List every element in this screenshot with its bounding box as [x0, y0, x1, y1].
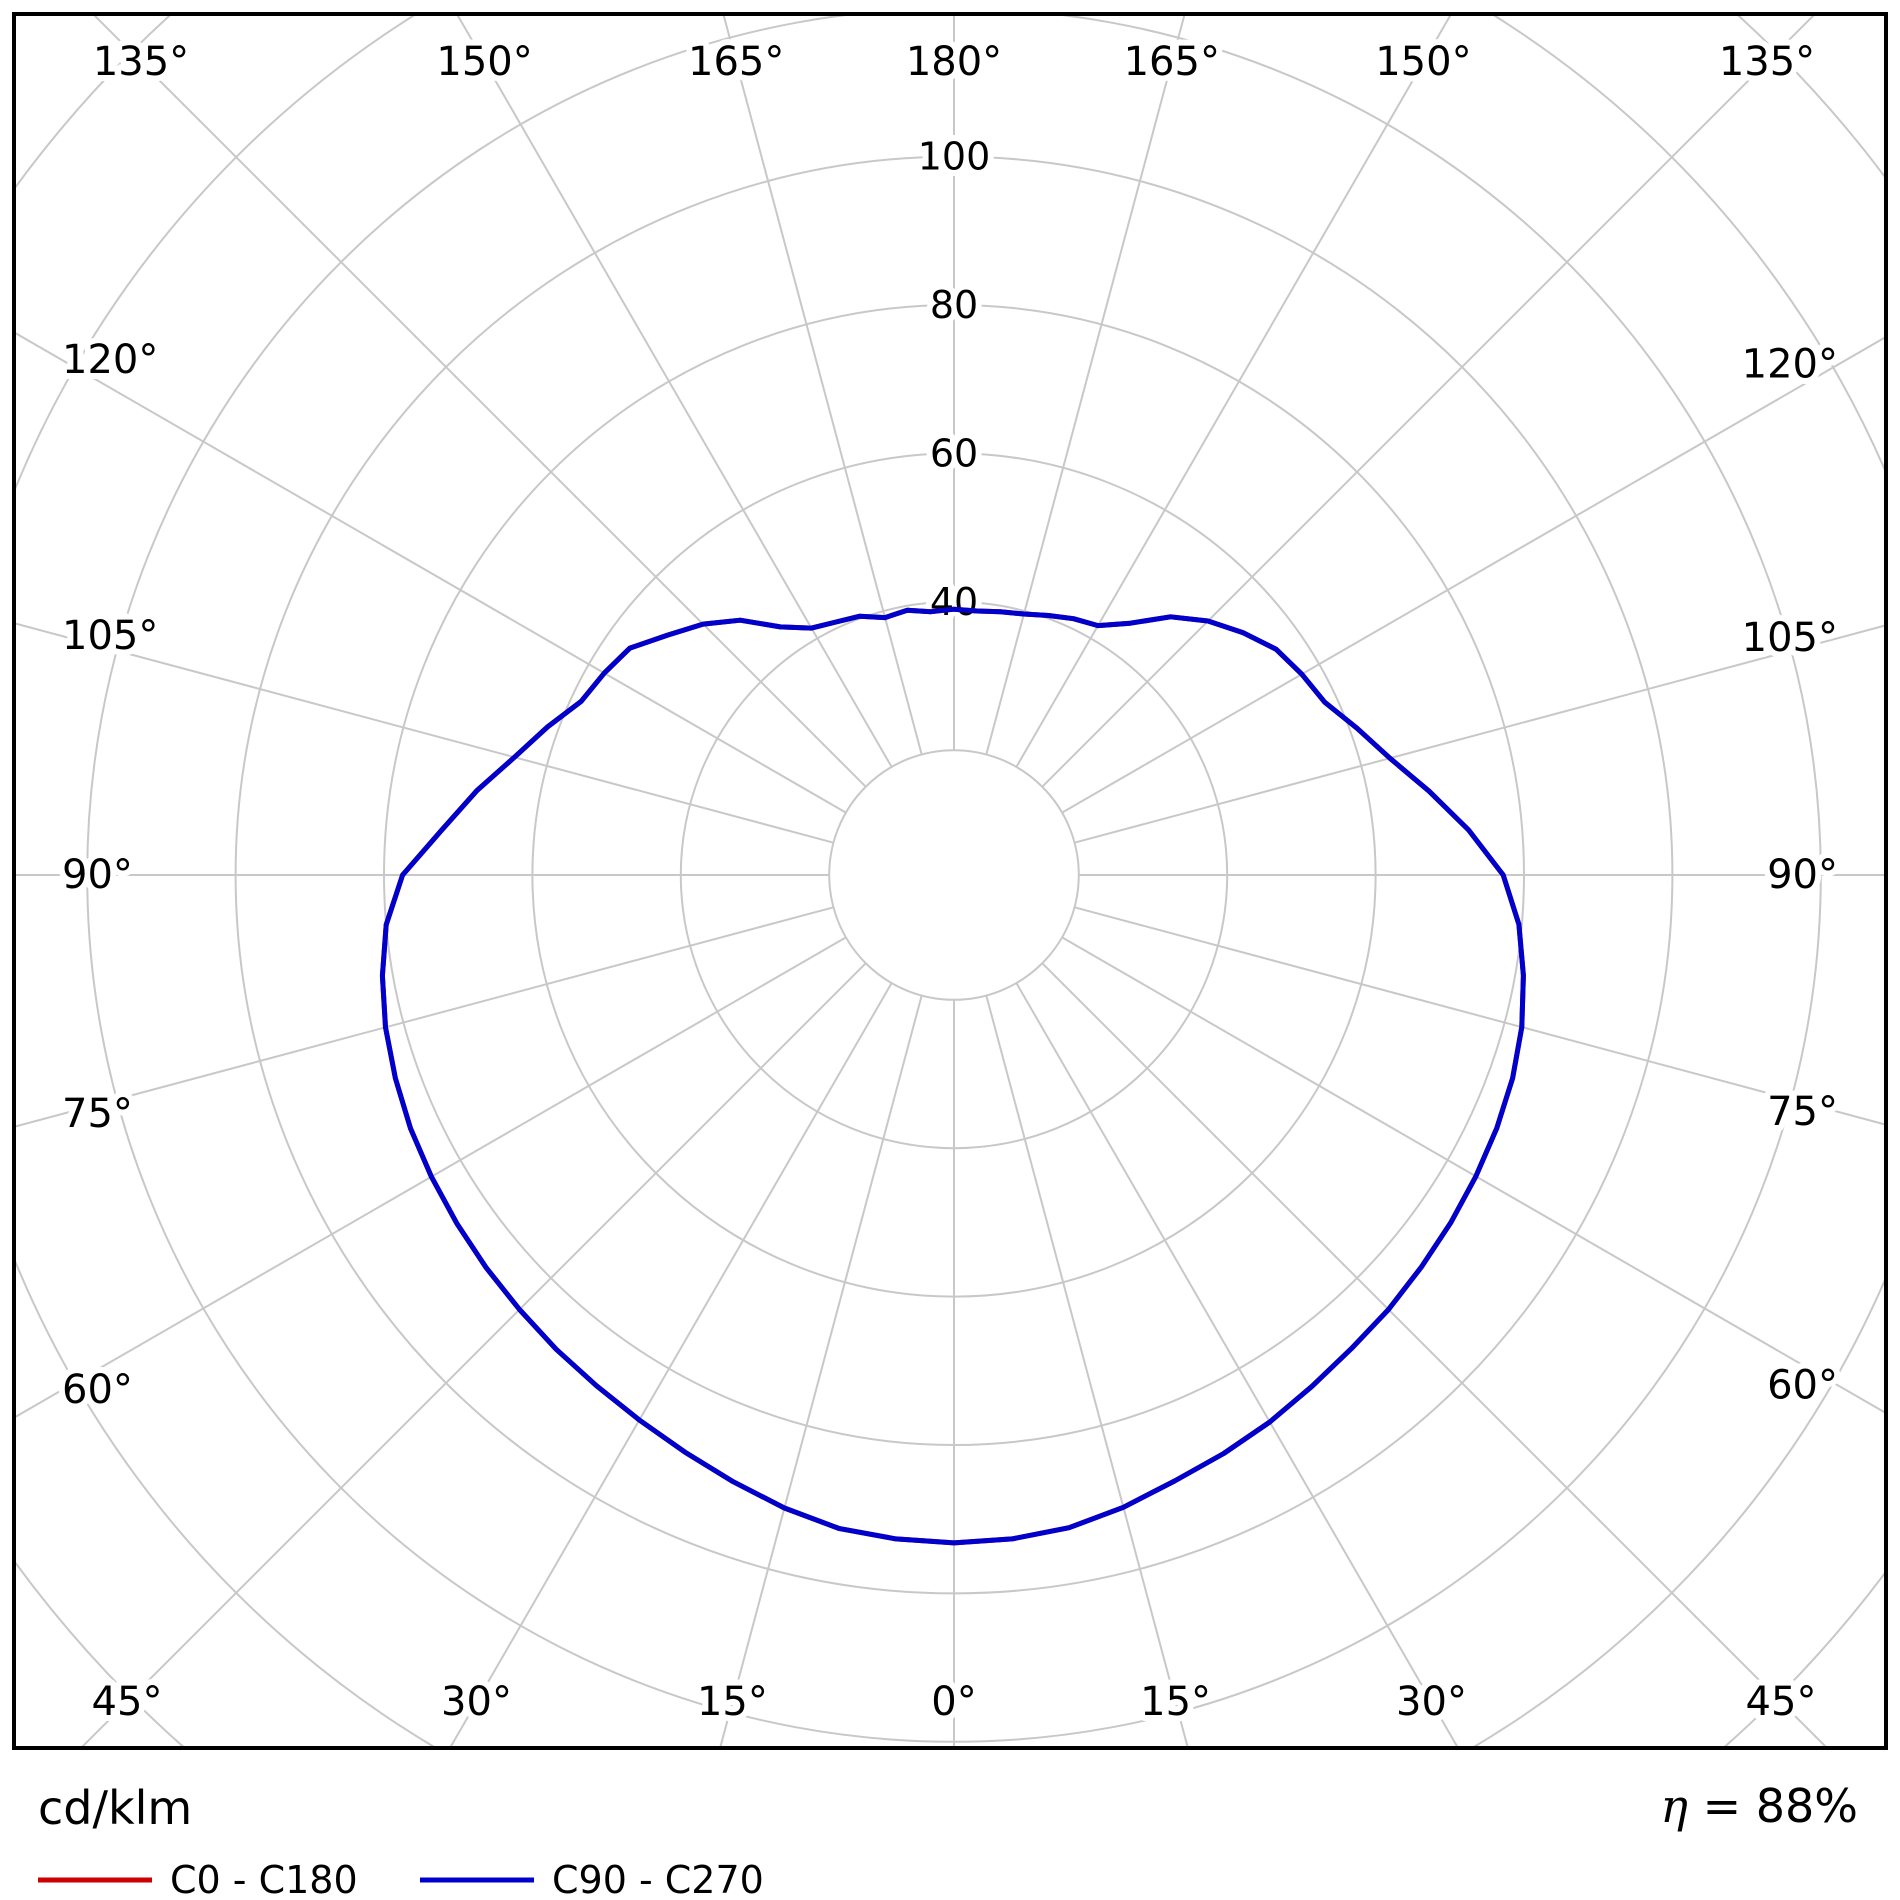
grid-spoke--135 — [93, 16, 867, 788]
grid-spoke--105 — [16, 622, 834, 844]
angle-label-90: 90° — [1767, 852, 1838, 898]
angle-labels: 180° 165° 165° 150° 150° 135° 135° 120° 120° 105°… — [56, 33, 1844, 1731]
grid-spoke--45 — [79, 962, 867, 1748]
grid-spoke--15 — [719, 995, 923, 1748]
ring-label-100: 100 — [918, 135, 991, 179]
ring-label-60: 60 — [930, 431, 978, 475]
angle-label--15: 15° — [697, 1679, 768, 1725]
eta-symbol: η — [1660, 1779, 1688, 1833]
angle-label--105: 105° — [62, 613, 158, 659]
grid-spoke-135 — [1041, 16, 1815, 788]
intensity-curves — [379, 606, 1526, 1546]
plot-border — [12, 12, 1888, 1750]
grid-spoke--60 — [16, 936, 847, 1418]
angle-label-120: 120° — [1742, 342, 1838, 388]
ring-label-40: 40 — [930, 580, 978, 624]
grid-spoke-75 — [1074, 906, 1884, 1126]
angle-label-105: 105° — [1742, 615, 1838, 661]
efficiency-label: η = 88% — [1660, 1779, 1858, 1833]
grid-spoke--165 — [722, 16, 923, 755]
angle-label--120: 120° — [62, 337, 158, 383]
angle-label--165: 165° — [688, 39, 784, 85]
angle-label-15: 15° — [1140, 1679, 1211, 1725]
angle-label--60: 60° — [62, 1367, 133, 1413]
legend-label-c0-c180: C0 - C180 — [170, 1858, 358, 1900]
grid-spoke-30 — [1015, 982, 1460, 1748]
grid-spoke-165 — [985, 16, 1186, 755]
grid-spoke--30 — [448, 982, 893, 1748]
angle-label-180: 180° — [906, 39, 1002, 85]
grid-spoke-120 — [1061, 336, 1884, 814]
grid-spoke-45 — [1041, 962, 1829, 1748]
grid-spoke--150 — [456, 16, 893, 768]
grid-spoke-15 — [985, 995, 1189, 1748]
unit-label: cd/klm — [38, 1781, 192, 1835]
angle-label-165: 165° — [1124, 39, 1220, 85]
angle-label-30: 30° — [1396, 1679, 1467, 1725]
angle-label-0: 0° — [931, 1679, 976, 1725]
ring-labels: 40 60 80 100 — [912, 129, 997, 630]
angle-label-45: 45° — [1746, 1679, 1817, 1725]
angle-label-150: 150° — [1375, 39, 1471, 85]
angle-label-60: 60° — [1767, 1362, 1838, 1408]
angle-label--150: 150° — [436, 39, 532, 85]
grid-spoke-60 — [1061, 936, 1884, 1414]
eta-value: = 88% — [1688, 1779, 1858, 1833]
angle-label--90: 90° — [62, 852, 133, 898]
grid-spoke--75 — [16, 906, 834, 1128]
grid-spoke-150 — [1015, 16, 1452, 768]
curve-c90-c270 — [379, 606, 1526, 1546]
angle-label--30: 30° — [441, 1679, 512, 1725]
legend-label-c90-c270: C90 - C270 — [552, 1858, 764, 1900]
angle-label--135: 135° — [93, 39, 189, 85]
grid-spoke--120 — [16, 332, 847, 814]
grid-spoke-105 — [1074, 624, 1884, 844]
legend: C0 - C180 C90 - C270 — [38, 1858, 764, 1900]
angle-label--75: 75° — [62, 1091, 133, 1137]
angle-label-135: 135° — [1719, 39, 1815, 85]
angle-label--45: 45° — [92, 1679, 163, 1725]
angle-label-75: 75° — [1767, 1089, 1838, 1135]
ring-label-80: 80 — [930, 283, 978, 327]
